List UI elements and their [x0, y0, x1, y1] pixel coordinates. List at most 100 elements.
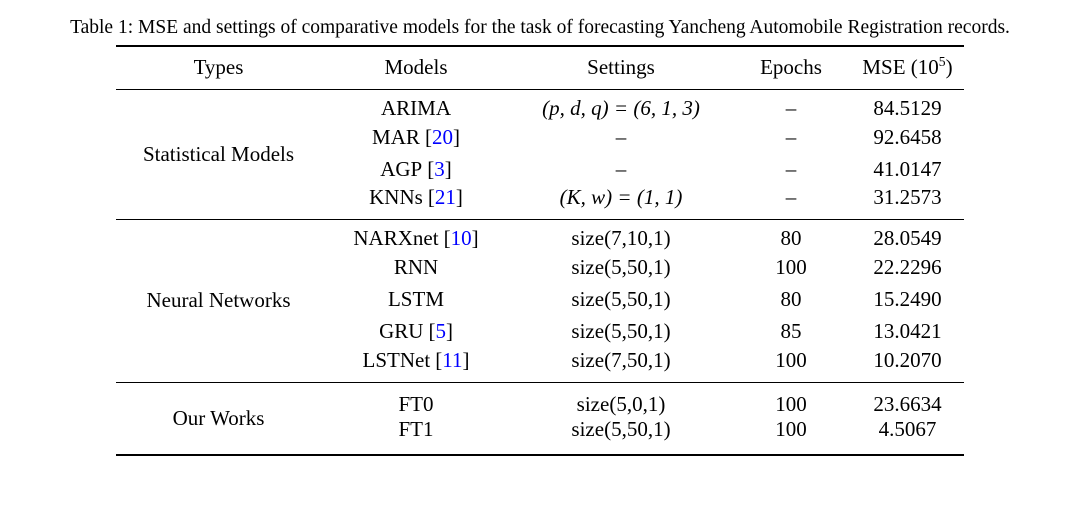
cell-mse: 22.2296 [873, 255, 942, 279]
table-row: AGP [3] – – 41.0147 [116, 153, 964, 185]
table-header: Types Models Settings Epochs MSE (105) [116, 46, 964, 89]
citation-link[interactable]: 21 [434, 185, 456, 209]
model-name: RNN [393, 255, 439, 279]
table-row: KNNs [21] (K, w) = (1, 1) – 31.2573 [116, 185, 964, 220]
model-name: MAR [372, 124, 420, 149]
cell-model: LSTNet [11] [321, 348, 511, 383]
cite-close-bracket: ] [452, 124, 460, 149]
table-container: Types Models Settings Epochs MSE (105) S… [116, 45, 964, 456]
cell-mse: 28.0549 [873, 226, 942, 251]
table-row: FT1 size(5,50,1) 100 4.5067 [116, 417, 964, 455]
table-caption: Table 1: MSE and settings of comparative… [70, 17, 1010, 38]
cell-settings: size(5,50,1) [571, 416, 671, 441]
col-header-models: Models [384, 55, 448, 80]
cell-mse-best: 4.5067 [878, 416, 937, 441]
model-name: LSTNet [362, 347, 431, 372]
model-name: KNNs [369, 185, 423, 209]
mse-header-exponent: 5 [938, 54, 946, 70]
table-row: Neural Networks NARXnet [10] size(7,10,1)… [116, 220, 964, 312]
group-statistical-models: Statistical Models ARIMA (p, d, q) = (6,… [116, 89, 964, 220]
cell-mse: 23.6634 [873, 391, 942, 416]
cell-settings: (K, w) = (1, 1) [559, 185, 683, 209]
cell-model: AGP [3] [321, 153, 511, 185]
cell-mse: 15.2490 [873, 287, 942, 311]
col-header-settings: Settings [587, 55, 655, 80]
cell-epochs: – [785, 95, 797, 120]
cell-model: ARIMA [321, 89, 511, 121]
cell-mse: 41.0147 [873, 156, 942, 181]
table-row: RNN size(5,50,1) 100 22.2296 [116, 252, 964, 284]
col-header-types: Types [193, 55, 244, 80]
cite-close-bracket: ] [462, 347, 470, 372]
cite-close-bracket: ] [471, 226, 479, 251]
model-name: GRU [379, 319, 424, 343]
cell-epochs: – [785, 156, 797, 181]
cell-settings: size(5,0,1) [576, 391, 666, 416]
col-header-epochs: Epochs [760, 55, 822, 80]
col-header-mse: MSE (105) [851, 46, 964, 89]
cell-model: LSTM [321, 284, 511, 316]
cell-epochs: – [785, 124, 797, 149]
citation-link[interactable]: 5 [435, 319, 446, 343]
cite-close-bracket: ] [444, 156, 452, 181]
cite-open-bracket: [ [427, 156, 435, 181]
citation-link[interactable]: 3 [434, 156, 445, 181]
citation-link[interactable]: 10 [450, 226, 472, 251]
cell-model: KNNs [21] [321, 185, 511, 220]
cite-open-bracket: [ [435, 347, 443, 372]
mse-header-text: MSE (10 [862, 55, 939, 80]
cite-open-bracket: [ [427, 185, 435, 209]
type-group-label: Neural Networks [146, 288, 291, 313]
type-group-label: Our Works [172, 405, 265, 430]
results-table: Types Models Settings Epochs MSE (105) S… [116, 45, 964, 456]
cell-epochs: 100 [775, 416, 807, 441]
cell-epochs: 100 [775, 391, 807, 416]
cell-mse: 10.2070 [873, 347, 942, 372]
model-name: AGP [380, 156, 423, 181]
cite-open-bracket: [ [424, 124, 432, 149]
cell-settings: size(5,50,1) [571, 287, 671, 311]
model-name: LSTM [387, 287, 444, 311]
cell-model: MAR [20] [321, 121, 511, 153]
cell-mse: 84.5129 [873, 95, 942, 120]
cell-epochs: 100 [775, 255, 807, 279]
cell-model: GRU [5] [321, 316, 511, 348]
table-row: Our Works FT0 size(5,0,1) 100 23.6634 [116, 382, 964, 430]
cell-epochs: 85 [780, 319, 802, 343]
cell-mse: 92.6458 [873, 124, 942, 149]
cell-settings: (p, d, q) = (6, 1, 3) [542, 95, 700, 120]
table-row: GRU [5] size(5,50,1) 85 13.0421 [116, 316, 964, 348]
cell-settings: – [615, 124, 627, 149]
model-name: FT1 [398, 416, 434, 441]
cite-open-bracket: [ [443, 226, 451, 251]
mse-header-close: ) [945, 55, 953, 80]
cell-settings: size(7,10,1) [571, 226, 671, 251]
citation-link[interactable]: 11 [442, 347, 463, 372]
cite-close-bracket: ] [455, 185, 463, 209]
citation-link[interactable]: 20 [431, 124, 453, 149]
cell-settings: size(7,50,1) [571, 347, 671, 372]
cell-settings: size(5,50,1) [571, 319, 671, 343]
table-row: LSTM size(5,50,1) 80 15.2490 [116, 284, 964, 316]
group-neural-networks: Neural Networks NARXnet [10] size(7,10,1)… [116, 220, 964, 383]
cell-epochs: 100 [775, 347, 807, 372]
cell-epochs: 80 [780, 287, 802, 311]
cell-mse: 13.0421 [873, 319, 942, 343]
table-row: LSTNet [11] size(7,50,1) 100 10.2070 [116, 348, 964, 383]
cell-epochs: – [785, 185, 797, 209]
model-name: NARXnet [353, 226, 439, 251]
header-row: Types Models Settings Epochs MSE (105) [116, 46, 964, 89]
type-group-label: Statistical Models [142, 141, 295, 166]
table-row: MAR [20] – – 92.6458 [116, 121, 964, 153]
model-name: FT0 [398, 391, 434, 416]
group-our-works: Our Works FT0 size(5,0,1) 100 23.6634 FT… [116, 382, 964, 455]
cite-close-bracket: ] [445, 319, 453, 343]
cell-model: FT0 [321, 382, 511, 417]
cell-model: FT1 [321, 417, 511, 455]
cell-settings: – [615, 156, 627, 181]
table-row: Statistical Models ARIMA (p, d, q) = (6,… [116, 89, 964, 166]
cell-model: NARXnet [10] [321, 220, 511, 252]
cell-settings: size(5,50,1) [571, 255, 671, 279]
cell-epochs: 80 [780, 226, 802, 251]
